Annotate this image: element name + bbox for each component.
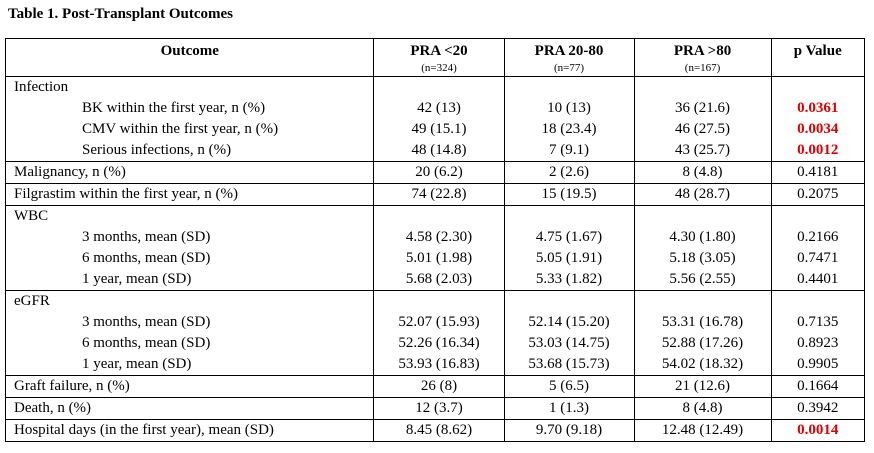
cell-p-value: 0.7135 0.8923 0.9905 [770, 290, 866, 376]
cell-p-value: 0.0014 [770, 419, 866, 442]
cell-pra-20-80: 2 (2.6) [503, 161, 635, 184]
cell-p-value: 0.1664 [770, 375, 866, 398]
cell-pra-lt20: 4.58 (2.30) 5.01 (1.98) 5.68 (2.03) [373, 205, 505, 291]
row-label: WBC 3 months, mean (SD) 6 months, mean (… [4, 205, 375, 291]
row-label: eGFR 3 months, mean (SD) 6 months, mean … [4, 290, 375, 376]
cell-p-value: 0.2166 0.7471 0.4401 [770, 205, 866, 291]
table-row-death: Death, n (%) 12 (3.7) 1 (1.3) 8 (4.8) 0.… [4, 397, 866, 420]
row-label: Infection BK within the first year, n (%… [4, 76, 375, 162]
cell-pra-20-80: 52.14 (15.20) 53.03 (14.75) 53.68 (15.73… [503, 290, 635, 376]
cell-pra-gt80: 53.31 (16.78) 52.88 (17.26) 54.02 (18.32… [633, 290, 772, 376]
cell-pra-lt20: 74 (22.8) [373, 183, 505, 206]
cell-pra-lt20: 20 (6.2) [373, 161, 505, 184]
header-pra-lt20: PRA <20 (n=324) [373, 38, 505, 77]
table-row-egfr: eGFR 3 months, mean (SD) 6 months, mean … [4, 290, 866, 376]
cell-pra-gt80: 8 (4.8) [633, 161, 772, 184]
cell-p-value: 0.2075 [770, 183, 866, 206]
cell-pra-lt20: 8.45 (8.62) [373, 419, 505, 442]
cell-pra-gt80: 8 (4.8) [633, 397, 772, 420]
row-label: Malignancy, n (%) [4, 161, 375, 184]
cell-pra-lt20: 42 (13) 49 (15.1) 48 (14.8) [373, 76, 505, 162]
cell-p-value: 0.4181 [770, 161, 866, 184]
header-p-value: p Value [770, 38, 866, 77]
header-pra-20-80: PRA 20-80 (n=77) [503, 38, 635, 77]
cell-pra-lt20: 12 (3.7) [373, 397, 505, 420]
cell-pra-gt80: 12.48 (12.49) [633, 419, 772, 442]
cell-pra-20-80: 5 (6.5) [503, 375, 635, 398]
cell-p-value: 0.3942 [770, 397, 866, 420]
header-outcome: Outcome [4, 38, 375, 77]
cell-pra-lt20: 26 (8) [373, 375, 505, 398]
table-row-graft-failure: Graft failure, n (%) 26 (8) 5 (6.5) 21 (… [4, 375, 866, 398]
table-row-infection: Infection BK within the first year, n (%… [4, 76, 866, 162]
table-row-hospital-days: Hospital days (in the first year), mean … [4, 419, 866, 442]
header-pra-gt80: PRA >80 (n=167) [633, 38, 772, 77]
cell-pra-lt20: 52.07 (15.93) 52.26 (16.34) 53.93 (16.83… [373, 290, 505, 376]
table-row-wbc: WBC 3 months, mean (SD) 6 months, mean (… [4, 205, 866, 291]
row-label: Death, n (%) [4, 397, 375, 420]
table-row-filgrastim: Filgrastim within the first year, n (%) … [4, 183, 866, 206]
cell-pra-20-80: 15 (19.5) [503, 183, 635, 206]
cell-pra-20-80: 10 (13) 18 (23.4) 7 (9.1) [503, 76, 635, 162]
cell-pra-gt80: 21 (12.6) [633, 375, 772, 398]
outcomes-table: Outcome PRA <20 (n=324) PRA 20-80 (n=77) P… [4, 38, 866, 442]
row-label: Graft failure, n (%) [4, 375, 375, 398]
table-title: Table 1. Post-Transplant Outcomes [8, 6, 234, 22]
cell-pra-20-80: 4.75 (1.67) 5.05 (1.91) 5.33 (1.82) [503, 205, 635, 291]
cell-pra-gt80: 36 (21.6) 46 (27.5) 43 (25.7) [633, 76, 772, 162]
cell-pra-20-80: 9.70 (9.18) [503, 419, 635, 442]
table-row-malignancy: Malignancy, n (%) 20 (6.2) 2 (2.6) 8 (4.… [4, 161, 866, 184]
cell-pra-gt80: 4.30 (1.80) 5.18 (3.05) 5.56 (2.55) [633, 205, 772, 291]
cell-pra-20-80: 1 (1.3) [503, 397, 635, 420]
row-label: Hospital days (in the first year), mean … [4, 419, 375, 442]
header-row: Outcome PRA <20 (n=324) PRA 20-80 (n=77) P… [4, 38, 866, 77]
cell-p-value: 0.0361 0.0034 0.0012 [770, 76, 866, 162]
cell-pra-gt80: 48 (28.7) [633, 183, 772, 206]
row-label: Filgrastim within the first year, n (%) [4, 183, 375, 206]
